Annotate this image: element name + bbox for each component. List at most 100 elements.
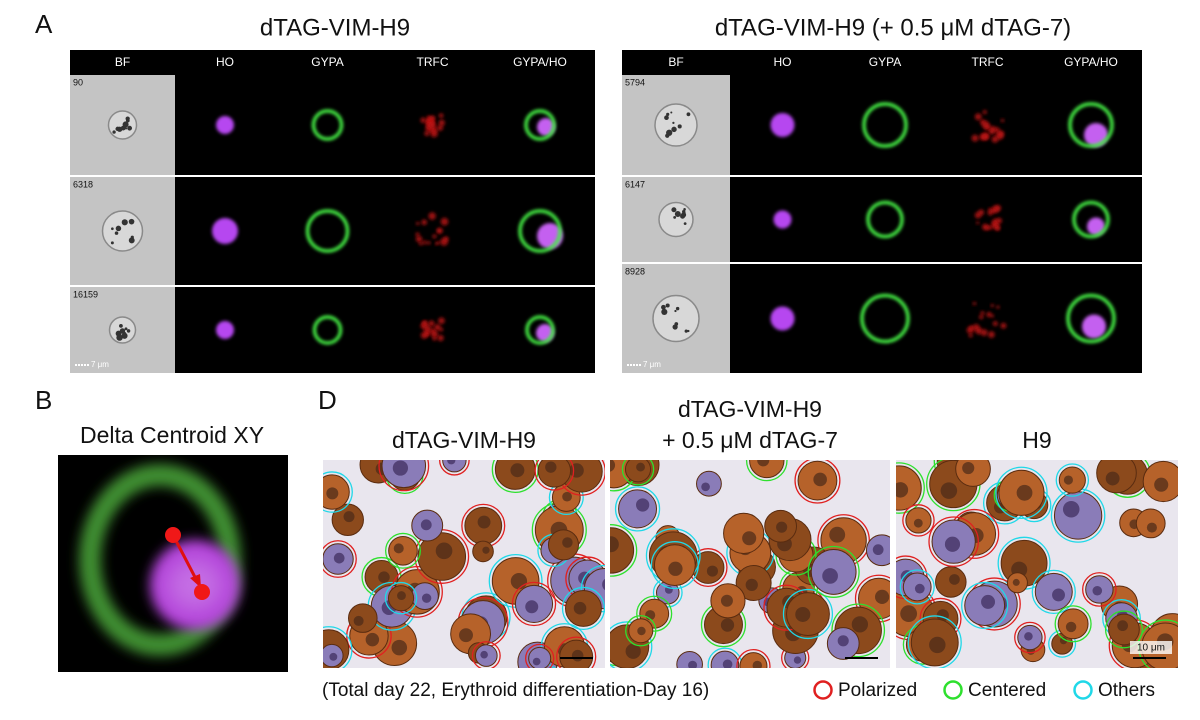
membrane [860, 293, 910, 344]
nucleus [770, 306, 795, 331]
nucleus-centroid [194, 584, 210, 600]
granule [126, 329, 131, 333]
cell-nucleus [326, 487, 339, 500]
channel-label: TRFC [417, 55, 449, 69]
classification-ring [610, 621, 653, 668]
cell-nucleus [637, 626, 646, 636]
cell [696, 470, 722, 497]
legend-label: Polarized [838, 680, 917, 701]
cell-nucleus [391, 639, 408, 656]
classification-ring [902, 504, 935, 537]
granule [124, 127, 128, 130]
cell-nucleus [378, 571, 390, 583]
group-title: dTAG-VIM-H9 (+ 0.5 μM dTAG-7) [715, 14, 1071, 41]
nucleus [216, 321, 234, 339]
cell-nucleus [706, 565, 718, 577]
granule [125, 116, 130, 121]
cell [1053, 491, 1103, 540]
granule [119, 323, 123, 328]
trfc-spot [437, 334, 444, 342]
membrane [305, 209, 350, 253]
merge-nucleus [1087, 217, 1105, 236]
cell-nucleus [874, 589, 890, 604]
header-bar [622, 50, 1142, 75]
trfc-spot [437, 124, 444, 131]
merge-membrane [1072, 200, 1110, 239]
granule [673, 215, 677, 219]
cell-nucleus [1105, 471, 1120, 486]
cell-nucleus [510, 463, 525, 478]
granule [122, 121, 129, 128]
merge-membrane [524, 109, 556, 141]
trfc-spot [976, 221, 980, 225]
cell-nucleus [701, 482, 710, 492]
granule [128, 237, 135, 244]
classification-ring [511, 581, 557, 627]
smear-image [323, 460, 605, 668]
trfc-spot [438, 317, 445, 325]
trfc-spot [421, 219, 428, 226]
trfc-spot [422, 240, 427, 245]
cell-nucleus [610, 536, 619, 553]
granule [670, 111, 673, 114]
cell-nucleus [1154, 477, 1169, 492]
nucleus [773, 210, 792, 229]
channel-image [835, 264, 935, 373]
cell-nucleus [872, 544, 884, 556]
cell-nucleus [757, 460, 770, 467]
nucleus [216, 116, 234, 134]
granule [119, 328, 126, 334]
channel-label: HO [216, 55, 234, 69]
membrane [312, 315, 343, 345]
cell-nucleus [545, 461, 557, 473]
cell-nucleus [562, 491, 572, 502]
membrane [311, 109, 344, 141]
cell-nucleus [793, 656, 802, 664]
trfc-spot [415, 235, 423, 243]
granule [124, 327, 128, 331]
trfc-spot [440, 217, 449, 226]
granule [115, 225, 122, 232]
trfc-spot [972, 301, 977, 306]
merge-membrane [518, 209, 562, 253]
trfc-spot [420, 117, 427, 124]
classification-ring [831, 603, 886, 658]
trfc-spot [982, 133, 989, 140]
panel-label: B [35, 385, 52, 415]
granule [116, 330, 120, 334]
trfc-spot [984, 225, 991, 231]
cell-nucleus [829, 526, 846, 543]
cell-nucleus [1117, 620, 1129, 632]
cell-nucleus [981, 594, 996, 609]
granule [664, 115, 669, 121]
granule [665, 303, 670, 308]
cell-nucleus [742, 531, 757, 546]
cell [896, 465, 922, 511]
trfc-spot [415, 232, 420, 237]
trfc-spot [436, 241, 440, 245]
cell [723, 512, 765, 554]
classification-ring [736, 648, 771, 668]
granule [121, 219, 128, 226]
centroid-image [58, 455, 288, 672]
cell-nucleus [1063, 475, 1073, 485]
granule [661, 304, 666, 310]
channel-label: GYPA [311, 55, 343, 69]
cell-nucleus [795, 606, 811, 622]
channel-label: GYPA [869, 55, 901, 69]
cell-nucleus [562, 537, 573, 548]
cell-nucleus [929, 636, 946, 654]
granule [674, 309, 677, 313]
trfc-spot [428, 320, 435, 327]
granule [680, 213, 686, 219]
trfc-spot [428, 212, 436, 220]
cell [107, 110, 138, 140]
trfc-spot [990, 314, 995, 318]
cell-nucleus [610, 460, 616, 472]
cell-nucleus [459, 628, 473, 643]
granule [665, 133, 670, 138]
cell-nucleus [688, 660, 698, 668]
channel-image [835, 177, 935, 262]
classification-ring [385, 532, 421, 569]
cell-nucleus [813, 472, 827, 487]
